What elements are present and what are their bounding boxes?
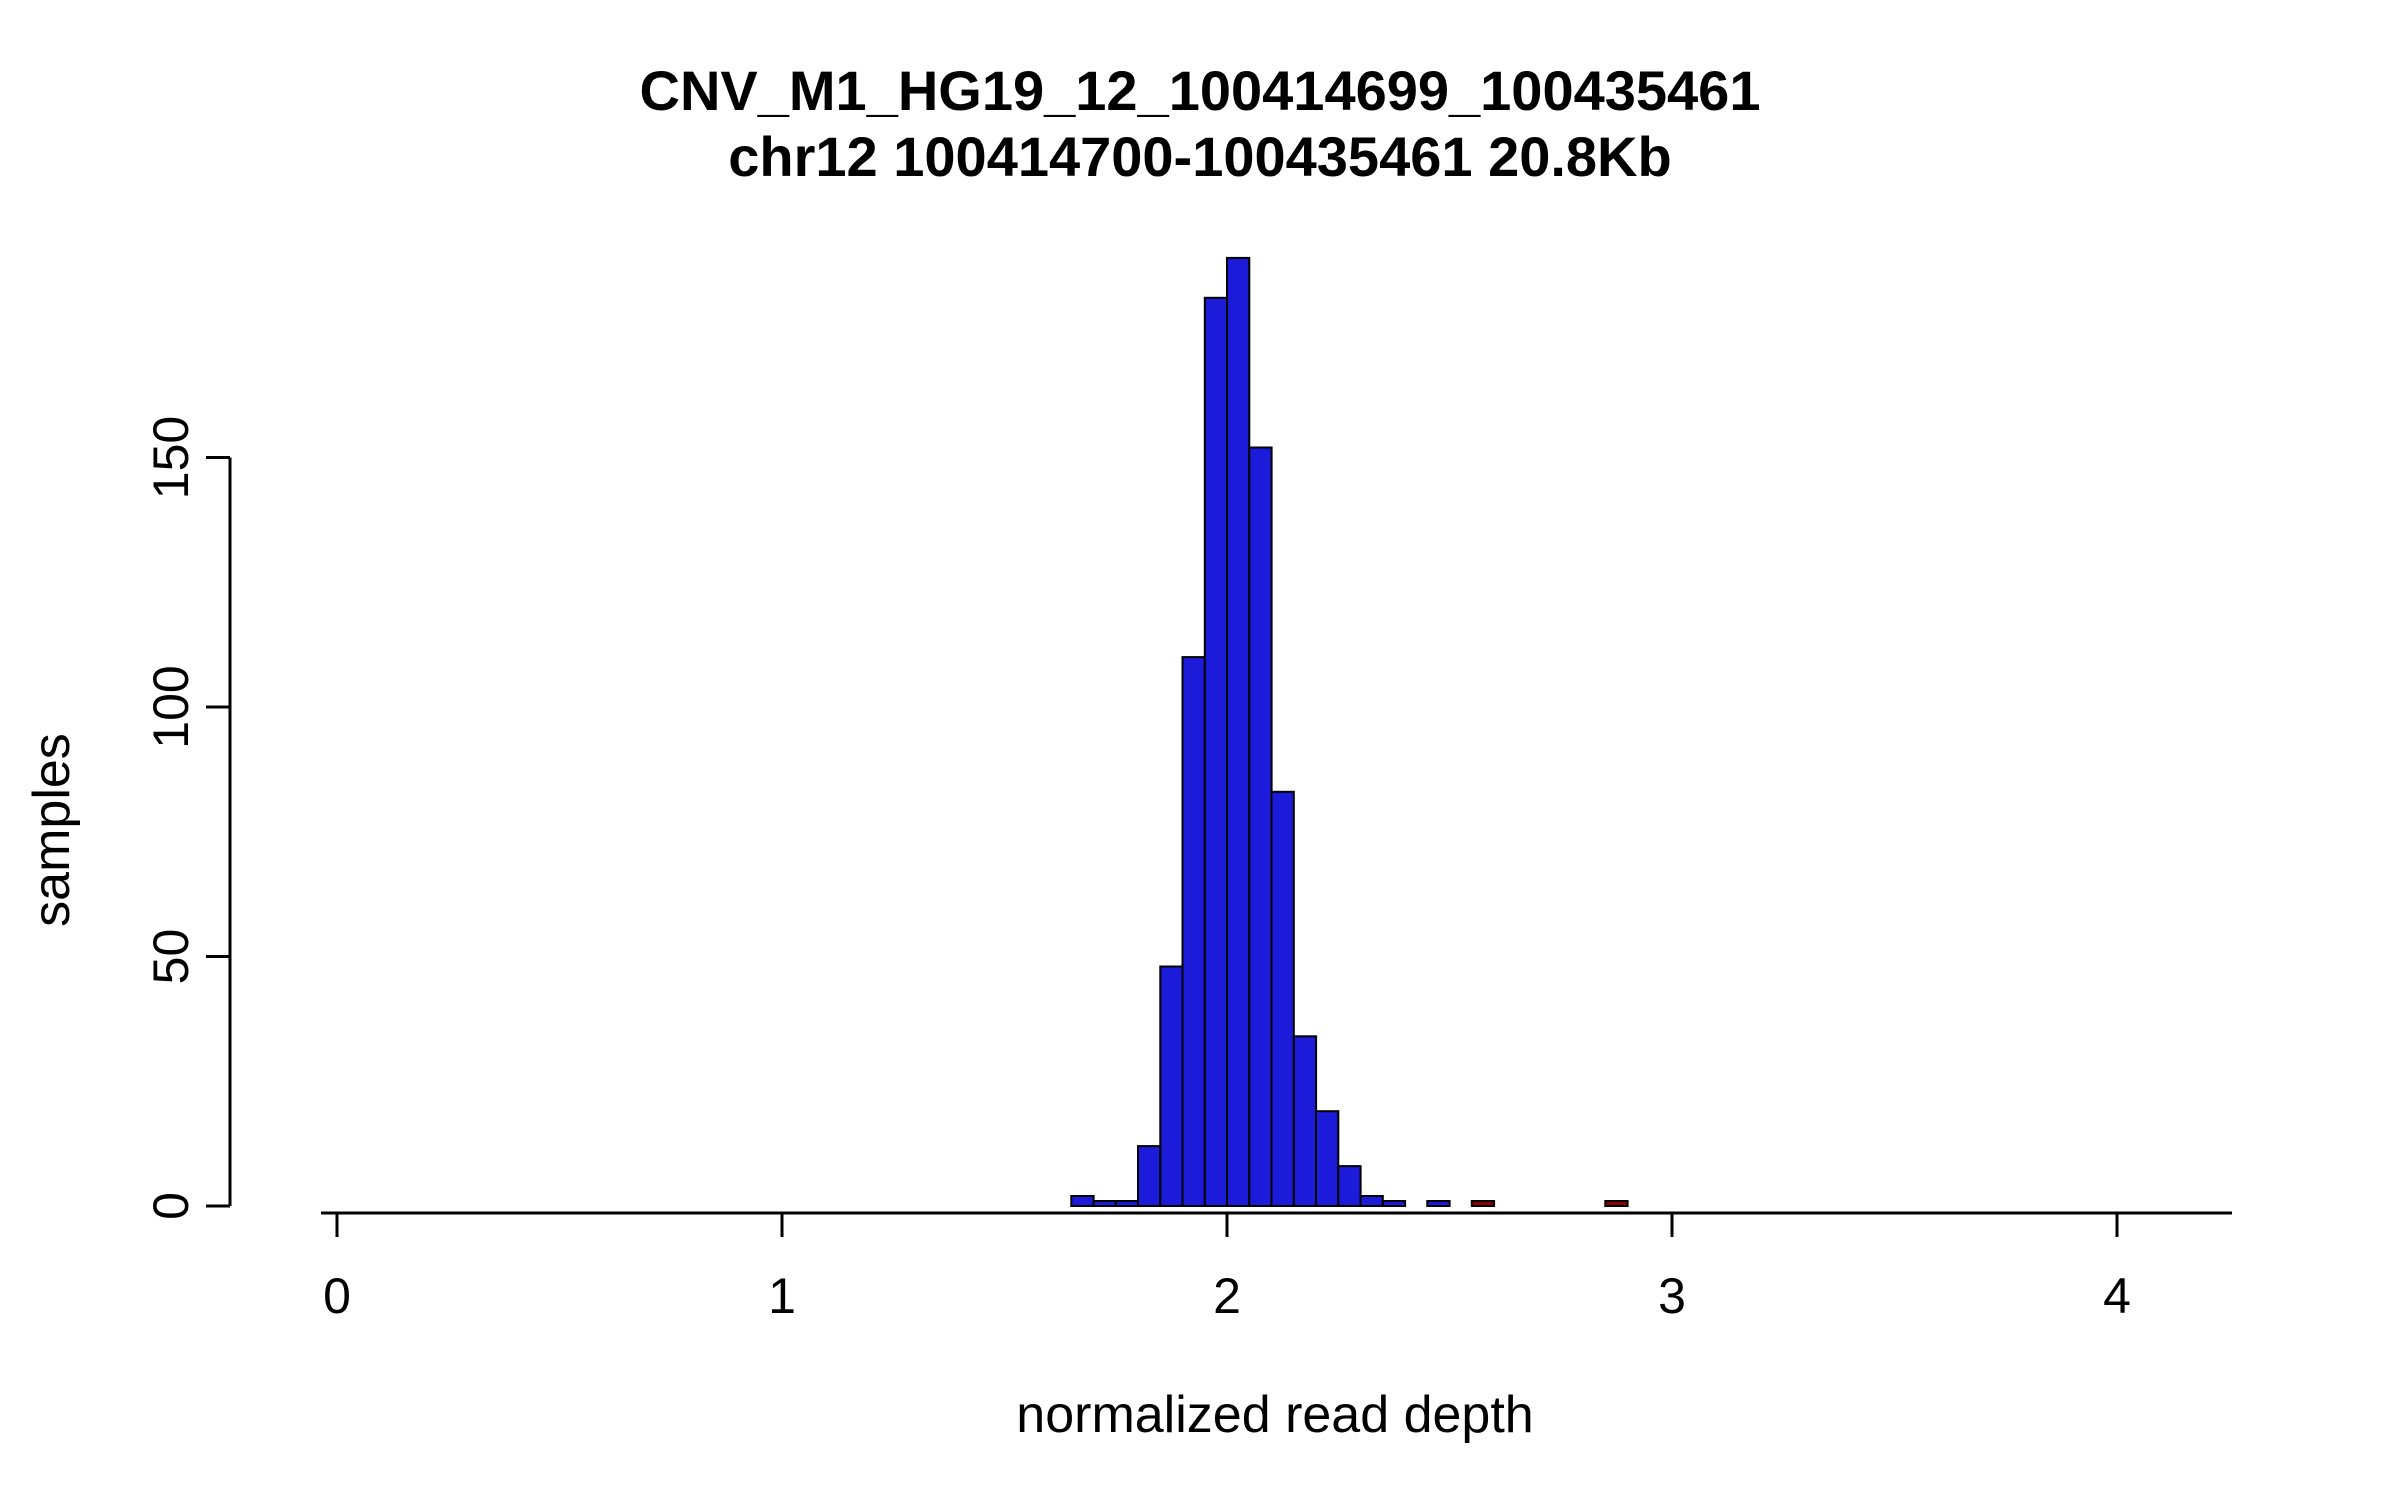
chart-subtitle: chr12 100414700-100435461 20.8Kb <box>728 125 1672 188</box>
histogram-bar <box>1092 1200 1117 1207</box>
histogram-bar <box>1470 1200 1496 1207</box>
histogram-bar <box>1270 790 1295 1207</box>
y-tick-label: 100 <box>143 665 199 748</box>
y-tick-label: 0 <box>143 1192 199 1220</box>
histogram-bar <box>1248 446 1273 1207</box>
x-tick-label: 3 <box>1658 1268 1686 1324</box>
histogram-bar <box>1203 296 1229 1207</box>
x-tick-label: 2 <box>1213 1268 1241 1324</box>
histogram-bar <box>1292 1035 1318 1208</box>
x-tick-label: 0 <box>323 1268 351 1324</box>
histogram-bar <box>1315 1110 1340 1207</box>
histogram-bar <box>1381 1200 1407 1207</box>
histogram-bar <box>1159 965 1184 1207</box>
histogram-bar <box>1114 1200 1140 1207</box>
histogram-bar <box>1070 1195 1095 1207</box>
chart-title-block: CNV_M1_HG19_12_100414699_100435461 chr12… <box>0 58 2400 190</box>
histogram-bar <box>1226 256 1251 1207</box>
histogram-bar <box>1604 1200 1629 1207</box>
histogram-bar <box>1359 1195 1384 1207</box>
histogram-bar <box>1137 1145 1162 1207</box>
chart-title: CNV_M1_HG19_12_100414699_100435461 <box>639 59 1761 122</box>
x-tick-label: 1 <box>768 1268 796 1324</box>
histogram-bar <box>1337 1165 1362 1207</box>
x-axis-label: normalized read depth <box>1016 1386 1534 1444</box>
histogram-bar <box>1426 1200 1451 1207</box>
y-axis-label: samples <box>23 733 81 927</box>
y-tick-label: 50 <box>143 929 199 985</box>
y-tick-label: 150 <box>143 416 199 499</box>
x-tick-label: 4 <box>2103 1268 2131 1324</box>
histogram-bar <box>1181 656 1206 1207</box>
